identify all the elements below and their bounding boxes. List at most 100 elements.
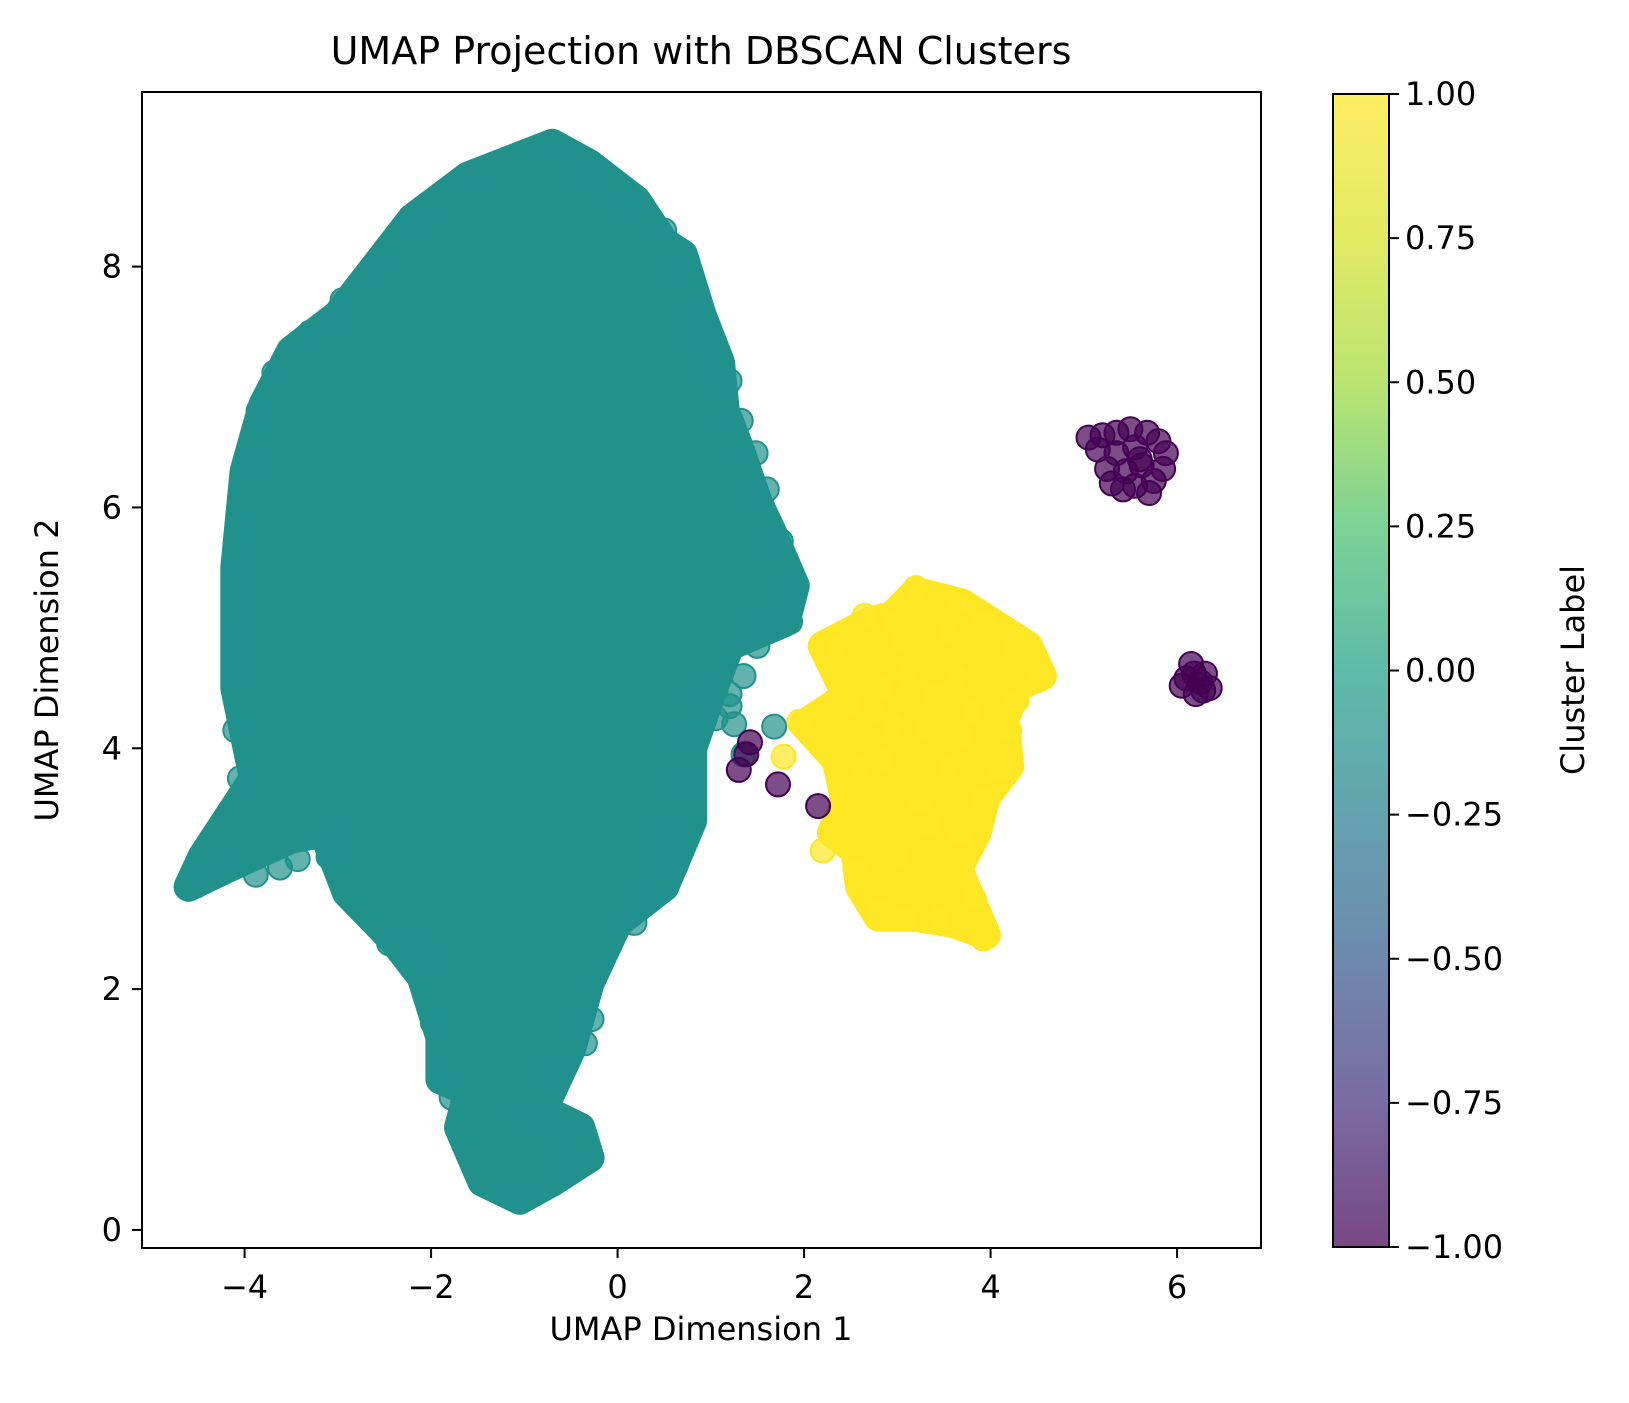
scatter-point [674,777,701,804]
scatter-point [837,693,864,720]
scatter-point [222,663,249,689]
scatter-point [376,930,403,957]
scatter-point [970,608,997,635]
scatter-point [744,632,771,659]
scatter-point [884,843,911,870]
scatter-point [296,319,323,346]
scatter-point [183,872,210,899]
scatter-point [893,663,920,689]
scatter-point [870,747,897,774]
scatter-point [511,1184,538,1211]
scatter-point [986,756,1013,783]
scatter-point [571,1030,598,1057]
y-tick-label: 4 [102,729,122,767]
scatter-point [958,699,985,726]
scatter-point [1126,446,1153,473]
scatter-point [847,753,873,780]
scatter-point [944,590,971,617]
scatter-point [326,826,353,853]
plot-frame [141,91,1262,1249]
colorbar-tick-label: 1.00 [1405,75,1476,113]
scatter-point [394,211,421,238]
scatter-point [730,663,757,689]
scatter-point [637,885,664,912]
scatter-point [578,1006,605,1033]
scatter-point [362,256,389,282]
scatter-point [970,925,997,952]
scatter-point [944,663,971,689]
scatter-point [805,793,832,820]
colorbar-tick-label: −0.50 [1405,940,1503,978]
scatter-point [917,813,943,840]
scatter-point [823,632,850,659]
scatter-point [767,528,794,555]
scatter-point [851,602,878,629]
scatter-point [222,548,249,575]
plot-area [173,128,1223,1215]
scatter-point [419,1009,446,1036]
scatter-point [903,575,929,602]
scatter-point [226,512,253,539]
x-axis-label: UMAP Dimension 1 [549,1310,852,1348]
scatter-point [870,675,897,702]
scatter-point [809,837,836,864]
scatter-point [765,771,791,798]
scatter-point [935,620,962,647]
scatter-point [783,572,810,599]
y-tick-label: 2 [102,970,122,1008]
colorbar-tick-label: 0.25 [1405,507,1476,545]
y-tick-label: 8 [102,248,122,286]
scatter-point [786,708,813,735]
scatter-point [460,163,486,190]
scatter-point [749,608,776,635]
scatter-point [926,903,953,930]
x-tick-label: 0 [607,1268,627,1306]
x-tick-label: 6 [1167,1268,1187,1306]
scatter-point [651,217,678,244]
scatter-point [413,199,440,226]
scatter-point [753,476,780,503]
colorbar: 1.00 0.75 0.50 0.25 0.00 −0.25 −0.50 −0.75 −1.00… [1332,75,1592,1266]
scatter-point [777,608,804,635]
colorbar-tick-label: −1.00 [1405,1228,1503,1266]
scatter-point [907,789,934,816]
scatter-point [438,1084,465,1111]
scatter-point [320,307,347,334]
colorbar-label: Cluster Label [1554,565,1592,775]
scatter-point [761,713,788,740]
scatter-point [737,729,763,756]
scatter-point [996,717,1023,744]
scatter-point [960,885,987,912]
scatter-point [222,717,249,744]
scatter-points [183,133,1223,1211]
colorbar-ticks: 1.00 0.75 0.50 0.25 0.00 −0.25 −0.50 −0.75 −1.00 [1389,75,1503,1266]
scatter-point [618,187,645,214]
scatter-point [935,753,962,780]
scatter-point [770,743,797,770]
x-axis-ticks: −4 −2 0 2 4 6 [221,1248,1187,1306]
scatter-point [522,1106,549,1133]
scatter-point [861,699,887,726]
y-axis-ticks: 0 2 4 6 8 [102,248,142,1249]
scatter-point [949,723,976,750]
colorbar-tick-label: −0.25 [1405,796,1503,834]
scatter-point [662,853,689,880]
scatter-point [399,934,426,960]
scatter-point [1000,632,1027,659]
x-tick-label: 4 [980,1268,1000,1306]
scatter-point [658,825,685,852]
colorbar-gradient [1333,94,1389,1247]
scatter-point [242,861,269,888]
scatter-point [1026,663,1053,689]
scatter-point [879,711,906,738]
scatter-point [541,133,568,160]
chart-title: UMAP Projection with DBSCAN Clusters [331,29,1072,73]
scatter-point [702,677,729,704]
colorbar-tick-label: 0.00 [1405,652,1476,690]
colorbar-tick-label: 0.75 [1405,219,1476,257]
x-tick-label: 2 [794,1268,814,1306]
scatter-point [419,952,446,978]
scatter-point [921,681,948,708]
y-axis-label: UMAP Dimension 2 [28,518,66,821]
scatter-point [1180,660,1207,687]
